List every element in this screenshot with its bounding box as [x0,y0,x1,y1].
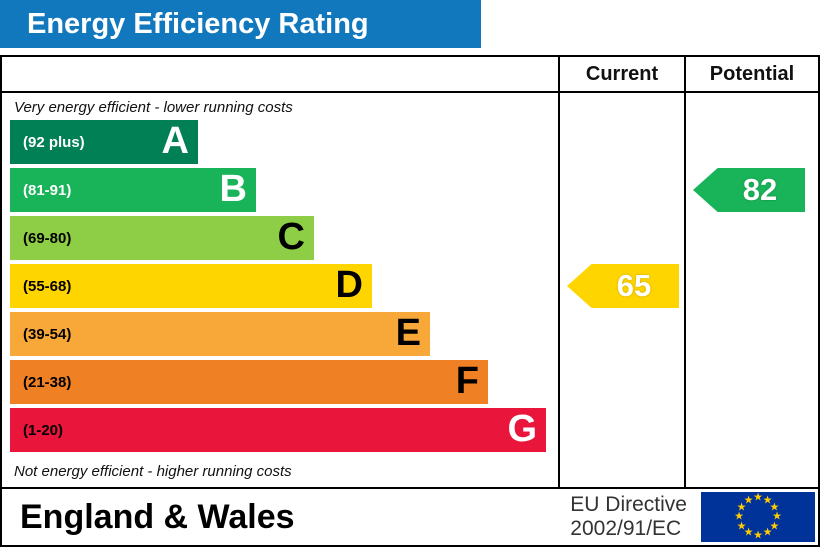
band-e-range: (39-54) [23,325,72,343]
eu-flag: ★ ★ ★ ★ ★ ★ ★ ★ ★ ★ ★ ★ [701,492,815,542]
band-a-letter: A [161,120,189,163]
band-g: (1-20) G [10,408,546,452]
band-e-letter: E [395,312,421,355]
header-spacer [2,57,558,93]
bands-area: Very energy efficient - lower running co… [2,93,558,487]
eu-star: ★ [772,510,782,523]
rating-bands: (92 plus) A (81-91) B (69-80) C (55-68) … [10,120,558,456]
band-c-letter: C [277,216,305,259]
eu-star: ★ [762,494,773,507]
region-label: England & Wales [20,497,295,536]
chart-title-bar: Energy Efficiency Rating [0,0,481,48]
efficient-note: Very energy efficient - lower running co… [14,99,293,116]
band-d-letter: D [335,264,363,307]
potential-rating-arrow: 82 [693,168,805,212]
eu-star: ★ [753,491,763,504]
eu-star: ★ [762,526,773,539]
eu-star: ★ [743,526,754,539]
eu-star: ★ [736,501,747,513]
eu-directive-label: EU Directive 2002/91/EC [570,493,687,541]
potential-column: 82 [684,93,818,487]
band-b: (81-91) B [10,168,256,212]
potential-rating-value: 82 [742,172,778,207]
current-column-header: Current [558,57,684,93]
eu-star: ★ [743,494,754,507]
band-c-range: (69-80) [23,229,72,247]
band-a-range: (92 plus) [23,133,85,151]
eu-star: ★ [736,520,747,532]
eu-star: ★ [769,520,780,532]
band-g-range: (1-20) [23,421,64,439]
footer: England & Wales EU Directive 2002/91/EC … [0,489,820,547]
eu-directive-line2: 2002/91/EC [570,517,682,540]
potential-column-header: Potential [684,57,818,93]
eu-star: ★ [753,529,763,542]
chart-title: Energy Efficiency Rating [27,7,369,40]
band-c: (69-80) C [10,216,314,260]
band-f: (21-38) F [10,360,488,404]
band-f-range: (21-38) [23,373,72,391]
eu-star: ★ [734,510,744,523]
band-b-letter: B [219,168,247,211]
inefficient-note: Not energy efficient - higher running co… [14,463,292,480]
eu-directive-line1: EU Directive [570,492,687,516]
current-rating-value: 65 [616,268,652,303]
band-g-letter: G [507,408,537,451]
band-f-letter: F [455,360,479,403]
band-d: (55-68) D [10,264,372,308]
band-d-range: (55-68) [23,277,72,295]
band-e: (39-54) E [10,312,430,356]
band-a: (92 plus) A [10,120,198,164]
current-column: 65 [558,93,684,487]
eu-star: ★ [769,501,780,513]
band-b-range: (81-91) [23,181,72,199]
current-rating-arrow: 65 [567,264,679,308]
energy-rating-chart: Current Potential Very energy efficient … [0,55,820,489]
